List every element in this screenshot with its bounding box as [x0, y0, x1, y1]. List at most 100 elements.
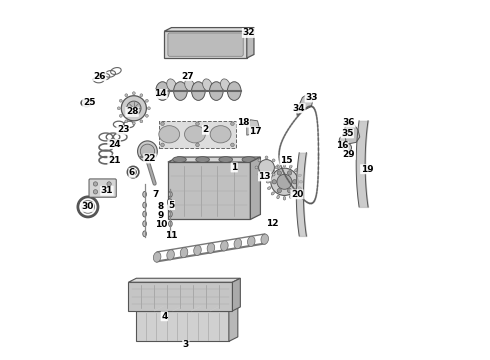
Ellipse shape: [172, 157, 186, 162]
Text: 35: 35: [341, 129, 353, 138]
Ellipse shape: [283, 197, 286, 200]
Circle shape: [161, 122, 164, 126]
Ellipse shape: [185, 79, 194, 91]
Text: 10: 10: [154, 220, 167, 229]
Circle shape: [259, 159, 274, 175]
Circle shape: [258, 159, 261, 162]
Ellipse shape: [169, 192, 172, 197]
Ellipse shape: [227, 82, 241, 100]
Circle shape: [107, 182, 111, 186]
Ellipse shape: [169, 221, 172, 226]
Ellipse shape: [167, 79, 176, 91]
Ellipse shape: [196, 157, 209, 162]
Circle shape: [147, 107, 150, 110]
Ellipse shape: [143, 202, 147, 208]
Ellipse shape: [153, 252, 161, 262]
Ellipse shape: [268, 174, 271, 177]
Circle shape: [126, 101, 141, 116]
Text: 22: 22: [144, 154, 156, 163]
Ellipse shape: [268, 187, 271, 189]
Text: 16: 16: [336, 141, 348, 150]
Ellipse shape: [169, 202, 172, 208]
Circle shape: [140, 94, 143, 97]
Text: 34: 34: [293, 104, 305, 113]
Polygon shape: [297, 94, 313, 116]
Text: 32: 32: [243, 28, 255, 37]
Ellipse shape: [271, 192, 274, 195]
Text: 7: 7: [152, 190, 159, 199]
Ellipse shape: [173, 82, 187, 100]
Text: 12: 12: [266, 219, 278, 228]
Circle shape: [146, 99, 148, 102]
Ellipse shape: [138, 141, 157, 162]
Ellipse shape: [185, 126, 205, 143]
Polygon shape: [247, 120, 259, 135]
Circle shape: [272, 173, 275, 176]
Text: 36: 36: [343, 118, 355, 127]
Text: 31: 31: [100, 186, 113, 195]
Circle shape: [132, 92, 135, 95]
Ellipse shape: [298, 174, 301, 177]
Text: 9: 9: [158, 211, 164, 220]
Ellipse shape: [169, 231, 172, 237]
Ellipse shape: [234, 239, 242, 249]
Text: 33: 33: [305, 93, 318, 102]
Ellipse shape: [192, 82, 205, 100]
Circle shape: [107, 190, 111, 194]
Text: 25: 25: [83, 98, 95, 107]
Text: 13: 13: [258, 172, 271, 181]
Polygon shape: [229, 306, 238, 341]
Polygon shape: [128, 282, 232, 311]
Text: 4: 4: [161, 312, 168, 321]
Ellipse shape: [143, 231, 147, 237]
Text: 24: 24: [108, 140, 121, 149]
Ellipse shape: [247, 236, 255, 247]
Circle shape: [93, 190, 98, 194]
Circle shape: [136, 305, 142, 311]
Text: 21: 21: [108, 156, 121, 165]
Polygon shape: [164, 28, 254, 31]
Ellipse shape: [210, 82, 223, 100]
Ellipse shape: [156, 82, 170, 100]
Ellipse shape: [180, 248, 188, 258]
Ellipse shape: [157, 89, 164, 98]
Circle shape: [258, 173, 261, 176]
Text: 3: 3: [183, 341, 189, 350]
Polygon shape: [136, 311, 229, 341]
Ellipse shape: [299, 180, 303, 183]
Ellipse shape: [277, 165, 279, 168]
Ellipse shape: [290, 195, 292, 199]
Text: 8: 8: [158, 202, 164, 211]
Text: 27: 27: [181, 72, 194, 81]
Polygon shape: [164, 31, 247, 58]
Ellipse shape: [143, 211, 147, 217]
Circle shape: [125, 94, 128, 97]
Circle shape: [120, 114, 122, 117]
FancyBboxPatch shape: [89, 179, 116, 197]
Text: 5: 5: [169, 201, 174, 210]
Text: 6: 6: [129, 168, 135, 177]
Ellipse shape: [220, 241, 228, 251]
Ellipse shape: [210, 126, 231, 143]
Ellipse shape: [159, 126, 180, 143]
Polygon shape: [168, 157, 260, 162]
Circle shape: [339, 136, 346, 143]
Ellipse shape: [203, 79, 212, 91]
Circle shape: [288, 189, 292, 193]
Ellipse shape: [143, 221, 147, 226]
Text: 20: 20: [291, 190, 303, 199]
FancyBboxPatch shape: [168, 33, 243, 56]
Text: 17: 17: [249, 127, 262, 136]
Circle shape: [277, 189, 281, 193]
Ellipse shape: [298, 187, 301, 189]
Text: 15: 15: [280, 156, 293, 165]
Polygon shape: [247, 28, 254, 58]
Ellipse shape: [242, 157, 256, 162]
Text: 18: 18: [237, 118, 249, 127]
Polygon shape: [136, 306, 238, 311]
Circle shape: [265, 176, 268, 179]
Circle shape: [271, 168, 298, 195]
Text: 30: 30: [81, 202, 94, 211]
Ellipse shape: [261, 234, 269, 244]
Ellipse shape: [266, 180, 270, 183]
